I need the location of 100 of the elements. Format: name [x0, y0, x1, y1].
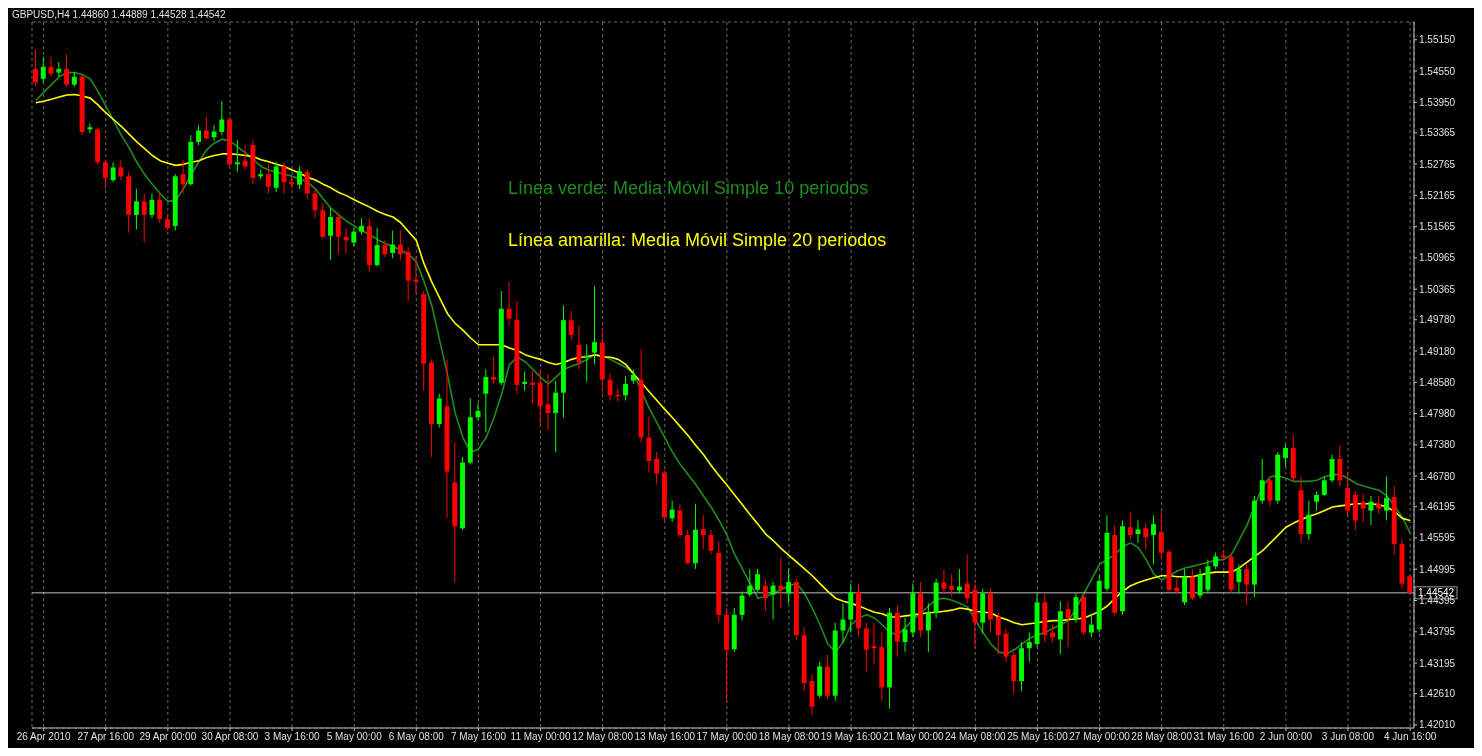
- candlestick: [133, 188, 139, 231]
- x-tick-label: 21 May 00:00: [882, 731, 944, 743]
- x-tick-label: 29 Apr 00:00: [139, 731, 197, 743]
- candlestick: [1073, 592, 1079, 624]
- candlestick: [40, 56, 46, 83]
- y-tick-label: 1.49780: [1419, 314, 1456, 326]
- candlestick: [770, 581, 776, 621]
- x-tick-label: 28 May 08:00: [1131, 731, 1193, 743]
- candlestick: [1337, 444, 1343, 487]
- candlestick: [1205, 559, 1211, 594]
- y-tick-label: 1.43795: [1419, 626, 1456, 638]
- candlestick: [102, 159, 108, 190]
- candlestick: [778, 557, 784, 609]
- x-tick-label: 30 Apr 08:00: [201, 731, 259, 743]
- candlestick: [475, 402, 481, 421]
- candlestick: [941, 569, 947, 594]
- candlestick: [568, 310, 574, 341]
- candlestick: [1189, 568, 1195, 601]
- candlestick: [537, 368, 543, 427]
- candlestick: [1321, 476, 1327, 497]
- candlestick: [863, 622, 869, 673]
- candlestick: [1088, 614, 1094, 638]
- candlestick: [118, 159, 124, 181]
- y-tick-label: 1.51565: [1419, 221, 1456, 233]
- x-tick-label: 12 May 08:00: [572, 731, 634, 743]
- candlestick: [281, 161, 287, 195]
- x-tick-label: 25 May 16:00: [1007, 731, 1069, 743]
- candlestick: [64, 53, 70, 88]
- y-tick-label: 1.52765: [1419, 158, 1456, 170]
- x-tick-label: 3 Jun 08:00: [1321, 731, 1375, 743]
- candlestick: [995, 612, 1001, 655]
- x-tick-label: 13 May 16:00: [634, 731, 696, 743]
- x-tick-label: 19 May 16:00: [820, 731, 882, 743]
- y-tick-label: 1.42610: [1419, 688, 1456, 700]
- candlestick: [351, 227, 357, 247]
- candlestick: [1244, 563, 1250, 606]
- candlestick: [1345, 470, 1351, 516]
- x-tick-label: 27 Apr 16:00: [77, 731, 135, 743]
- y-tick-label: 1.46195: [1419, 501, 1456, 513]
- candlestick: [273, 161, 279, 193]
- x-tick-label: 26 Apr 2010: [16, 731, 72, 743]
- candlestick: [506, 281, 512, 326]
- x-tick-label: 3 May 16:00: [264, 731, 321, 743]
- candlestick: [925, 602, 931, 653]
- ref-line-label: 1.44542: [1418, 587, 1455, 599]
- y-tick-label: 1.55150: [1419, 34, 1456, 46]
- candlestick: [646, 415, 652, 474]
- candlestick: [1236, 563, 1242, 594]
- candlestick: [1306, 500, 1312, 541]
- candlestick: [1065, 600, 1071, 648]
- candlestick: [1026, 632, 1032, 663]
- candlestick: [196, 124, 201, 146]
- candlestick: [1329, 454, 1335, 483]
- candlestick: [1143, 522, 1149, 551]
- y-tick-label: 1.43195: [1419, 657, 1456, 669]
- candlestick: [623, 375, 629, 402]
- x-tick-label: 6 May 08:00: [388, 731, 445, 743]
- candlestick: [755, 568, 761, 592]
- candlestick: [553, 380, 559, 453]
- x-tick-label: 27 May 00:00: [1069, 731, 1131, 743]
- candlestick: [1383, 476, 1389, 521]
- x-tick-label: 24 May 08:00: [945, 731, 1007, 743]
- candlestick: [654, 451, 660, 485]
- candlestick: [397, 230, 403, 261]
- y-tick-label: 1.50965: [1419, 252, 1456, 264]
- candlestick: [110, 161, 116, 183]
- candlestick: [786, 568, 792, 604]
- y-tick-label: 1.47980: [1419, 408, 1456, 420]
- candlestick: [382, 239, 388, 258]
- y-tick-label: 1.45595: [1419, 532, 1456, 544]
- candlestick: [545, 373, 551, 431]
- candlestick: [1360, 493, 1366, 523]
- y-tick-label: 1.52165: [1419, 189, 1456, 201]
- candlestick: [335, 212, 341, 255]
- y-tick-label: 1.54550: [1419, 65, 1456, 77]
- candlestick: [522, 370, 528, 392]
- note-text: Línea verde: Media Móvil Simple 10 periodos: [508, 178, 869, 199]
- y-tick-label: 1.46780: [1419, 470, 1456, 482]
- candlestick: [265, 163, 271, 195]
- candlestick: [219, 100, 225, 136]
- candlestick: [157, 191, 163, 224]
- y-tick-label: 1.49180: [1419, 345, 1456, 357]
- y-tick-label: 1.42010: [1419, 719, 1456, 731]
- candlestick: [1127, 511, 1133, 541]
- candlestick: [297, 165, 302, 190]
- candlestick: [1158, 510, 1164, 561]
- candlestick: [413, 256, 419, 294]
- candlestick: [203, 116, 209, 141]
- candlestick: [491, 356, 497, 385]
- candlestick: [390, 230, 396, 259]
- x-tick-label: 11 May 00:00: [510, 731, 571, 743]
- candlestick: [289, 175, 295, 189]
- note-text: Línea amarilla: Media Móvil Simple 20 periodos: [508, 230, 887, 251]
- candlestick: [211, 124, 217, 142]
- candlestick: [949, 573, 955, 598]
- y-tick-label: 1.47380: [1419, 439, 1456, 451]
- candlestick: [762, 578, 768, 612]
- candlestick: [700, 514, 706, 551]
- x-tick-label: 2 Jun 00:00: [1259, 731, 1313, 743]
- candlestick: [747, 568, 753, 598]
